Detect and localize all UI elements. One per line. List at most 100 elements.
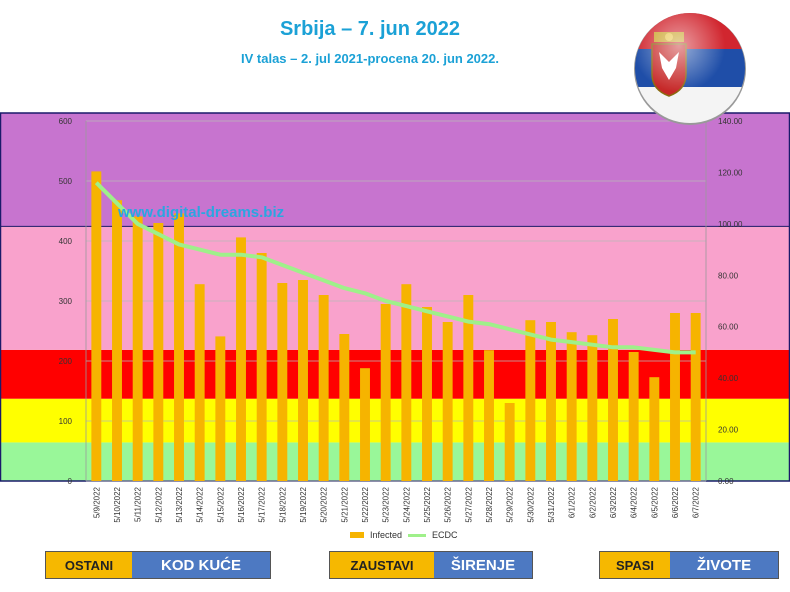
bar-infected [318, 295, 329, 481]
slogan-left-label: ZAUSTAVI [330, 552, 434, 578]
bar-infected [628, 352, 639, 481]
x-tick-label: 5/18/2022 [278, 486, 287, 522]
gridlines [85, 120, 707, 482]
y-right-tick-label: 60.00 [718, 323, 739, 332]
y-right-tick-label: 40.00 [718, 374, 739, 383]
y-left-ticks: 0 100 200 300 400 500 600 [59, 117, 73, 486]
bar-infected [277, 283, 288, 481]
chart-legend: Infected ECDC [350, 530, 458, 540]
bar-infected [422, 307, 432, 481]
serbia-flag-icon [632, 10, 748, 131]
bar-infected [339, 334, 350, 481]
y-left-tick-label: 200 [59, 357, 73, 366]
slogan-right-label: ŠIRENJE [434, 552, 532, 578]
y-right-tick-label: 80.00 [718, 271, 739, 280]
x-tick-label: 5/9/2022 [92, 486, 101, 518]
bar-infected [504, 403, 515, 481]
x-tick-label: 6/4/2022 [630, 486, 639, 518]
slogan-spasi-zivote: SPASI ŽIVOTE [599, 551, 779, 579]
bar-infected [256, 253, 267, 481]
legend-swatch-infected [350, 532, 364, 538]
y-left-tick-label: 100 [59, 417, 73, 426]
bar-infected [649, 377, 660, 481]
x-tick-labels: 5/9/2022 5/10/2022 5/11/2022 5/12/2022 5/13/… [92, 486, 700, 522]
legend-label-ecdc: ECDC [432, 530, 458, 540]
bar-infected [174, 213, 184, 481]
chart-subtitle: IV talas – 2. jul 2021-procena 20. jun 2… [241, 51, 499, 66]
x-tick-label: 5/12/2022 [154, 486, 163, 522]
x-tick-label: 6/1/2022 [568, 486, 577, 518]
bar-infected [442, 322, 453, 481]
x-tick-label: 5/25/2022 [423, 486, 432, 522]
bar-infected [132, 216, 143, 481]
slogan-left-label: SPASI [600, 552, 670, 578]
x-tick-label: 5/29/2022 [506, 486, 515, 522]
chart-title: Srbija – 7. jun 2022 [279, 18, 461, 40]
bar-infected [690, 313, 701, 481]
x-tick-label: 5/14/2022 [196, 486, 205, 522]
bar-infected [566, 332, 577, 481]
x-tick-label: 5/11/2022 [134, 486, 143, 522]
bar-infected [525, 320, 536, 481]
x-tick-label: 5/10/2022 [113, 486, 122, 522]
line-ecdc-path [94, 181, 696, 355]
bars-infected [91, 171, 701, 481]
x-tick-label: 5/30/2022 [526, 486, 535, 522]
y-right-tick-label: 0.00 [718, 477, 734, 486]
y-right-tick-label: 120.00 [718, 168, 743, 177]
band-purple [0, 113, 790, 227]
x-tick-label: 5/27/2022 [464, 486, 473, 522]
bar-infected [236, 237, 246, 481]
bar-infected [587, 335, 598, 481]
y-left-tick-label: 500 [59, 177, 73, 186]
slogan-left-label: OSTANI [46, 552, 132, 578]
bar-infected [91, 171, 102, 481]
bar-infected [401, 284, 412, 481]
slogan-ostani-kod-kuce: OSTANI KOD KUĆE [45, 551, 271, 579]
bar-infected [298, 280, 308, 481]
bar-infected [380, 304, 391, 481]
x-tick-label: 5/21/2022 [340, 486, 349, 522]
y-right-tick-label: 20.00 [718, 426, 739, 435]
line-ecdc [94, 181, 696, 355]
y-right-ticks: 0.00 20.00 40.00 60.00 80.00 100.00 120.00 140.… [718, 117, 743, 486]
x-tick-label: 6/2/2022 [588, 486, 597, 518]
bar-infected [194, 284, 205, 481]
x-tick-label: 5/15/2022 [216, 486, 225, 522]
legend-label-infected: Infected [370, 530, 403, 540]
y-left-tick-label: 300 [59, 297, 73, 306]
x-tick-label: 5/22/2022 [361, 486, 370, 522]
watermark-text: www.digital-dreams.biz [118, 204, 285, 221]
y-right-tick-label: 100.00 [718, 220, 743, 229]
x-tick-label: 5/24/2022 [402, 486, 411, 522]
bar-infected [608, 319, 618, 481]
y-left-tick-label: 600 [59, 117, 73, 126]
legend-swatch-ecdc [408, 533, 427, 537]
x-tick-label: 5/20/2022 [320, 486, 329, 522]
x-tick-label: 5/13/2022 [175, 486, 184, 522]
bar-infected [215, 336, 226, 481]
x-tick-label: 6/6/2022 [671, 486, 680, 518]
x-tick-label: 5/19/2022 [299, 486, 308, 522]
y-right-tick-label: 140.00 [718, 117, 743, 126]
slogan-right-label: ŽIVOTE [670, 552, 778, 578]
x-tick-label: 6/7/2022 [692, 486, 701, 518]
x-tick-label: 5/26/2022 [444, 486, 453, 522]
y-left-tick-label: 0 [68, 477, 73, 486]
x-tick-label: 5/31/2022 [547, 486, 556, 522]
bar-infected [112, 200, 122, 481]
x-tick-label: 5/17/2022 [258, 486, 267, 522]
bar-infected [484, 350, 494, 481]
y-left-tick-label: 400 [59, 237, 73, 246]
x-tick-label: 6/5/2022 [650, 486, 659, 518]
slogan-zaustavi-sirenje: ZAUSTAVI ŠIRENJE [329, 551, 533, 579]
x-tick-label: 5/16/2022 [237, 486, 246, 522]
bar-infected [463, 295, 474, 481]
bar-infected [360, 368, 370, 481]
band-pink [0, 226, 790, 350]
x-tick-label: 5/23/2022 [382, 486, 391, 522]
bar-infected [153, 223, 164, 481]
x-tick-label: 6/3/2022 [609, 486, 618, 518]
bar-infected [546, 322, 556, 481]
